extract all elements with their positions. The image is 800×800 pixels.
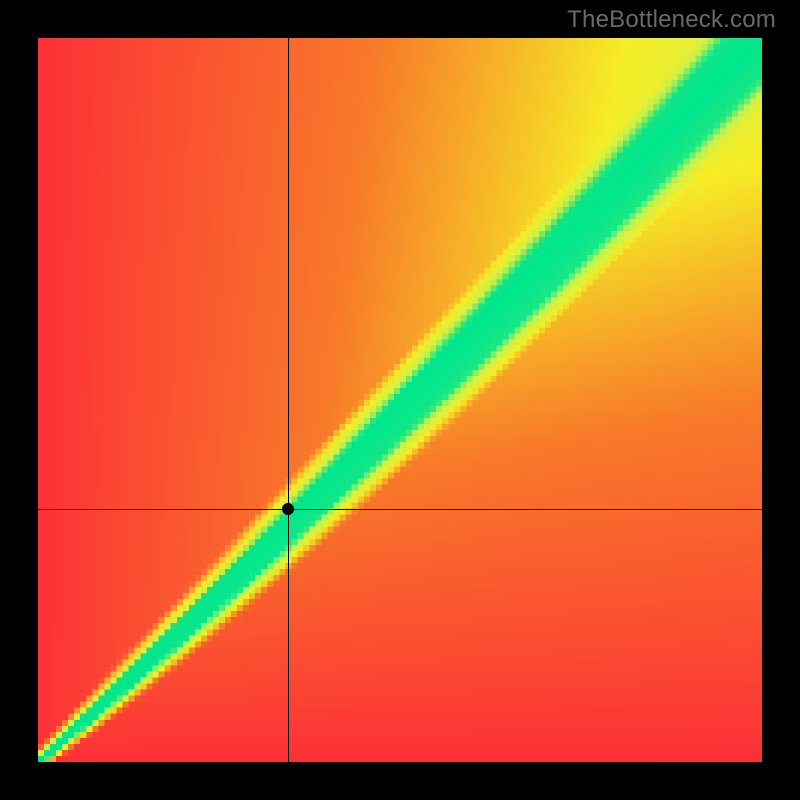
crosshair-vertical [288, 38, 289, 762]
marker-dot [282, 503, 294, 515]
watermark-text: TheBottleneck.com [567, 6, 776, 34]
crosshair-horizontal [38, 509, 762, 510]
heatmap-plot [38, 38, 762, 762]
heatmap-canvas [38, 38, 762, 762]
